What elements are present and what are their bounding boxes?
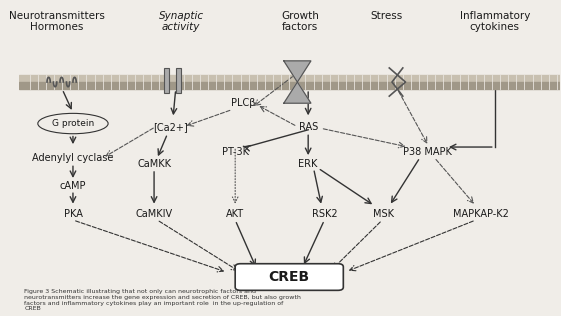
Text: Growth
factors: Growth factors: [281, 11, 319, 32]
Text: P38 MAPK: P38 MAPK: [403, 147, 452, 157]
Text: PT-3K: PT-3K: [222, 147, 249, 157]
Text: Inflammatory
cytokines: Inflammatory cytokines: [459, 11, 530, 32]
Text: Neurotransmitters
Hormones: Neurotransmitters Hormones: [9, 11, 105, 32]
Text: MSK: MSK: [374, 210, 394, 219]
Text: ERK: ERK: [298, 159, 318, 169]
Text: AKT: AKT: [226, 210, 244, 219]
Text: PKA: PKA: [63, 210, 82, 219]
Bar: [19, 75, 560, 82]
Text: Stress: Stress: [370, 11, 403, 21]
Text: cAMP: cAMP: [59, 181, 86, 191]
Text: G protein: G protein: [52, 119, 94, 128]
Bar: [19, 82, 560, 89]
Text: [Ca2+]: [Ca2+]: [153, 122, 188, 132]
Text: RSK2: RSK2: [311, 210, 337, 219]
Text: RAS: RAS: [298, 122, 318, 132]
Bar: [164, 68, 169, 93]
Text: Adenylyl cyclase: Adenylyl cyclase: [33, 153, 114, 163]
Text: CaMKIV: CaMKIV: [136, 210, 173, 219]
Text: Synaptic
activity: Synaptic activity: [159, 11, 204, 32]
Polygon shape: [284, 82, 311, 103]
Bar: [176, 68, 181, 93]
Polygon shape: [284, 61, 311, 82]
Text: PLCβ: PLCβ: [231, 98, 256, 108]
Text: MAPKAP-K2: MAPKAP-K2: [453, 210, 509, 219]
FancyBboxPatch shape: [235, 264, 343, 290]
Text: CREB: CREB: [269, 270, 310, 284]
Text: Figure 3 Schematic illustrating that not only can neurotrophic factors and 
neur: Figure 3 Schematic illustrating that not…: [24, 289, 303, 312]
Text: CaMKK: CaMKK: [137, 159, 171, 169]
